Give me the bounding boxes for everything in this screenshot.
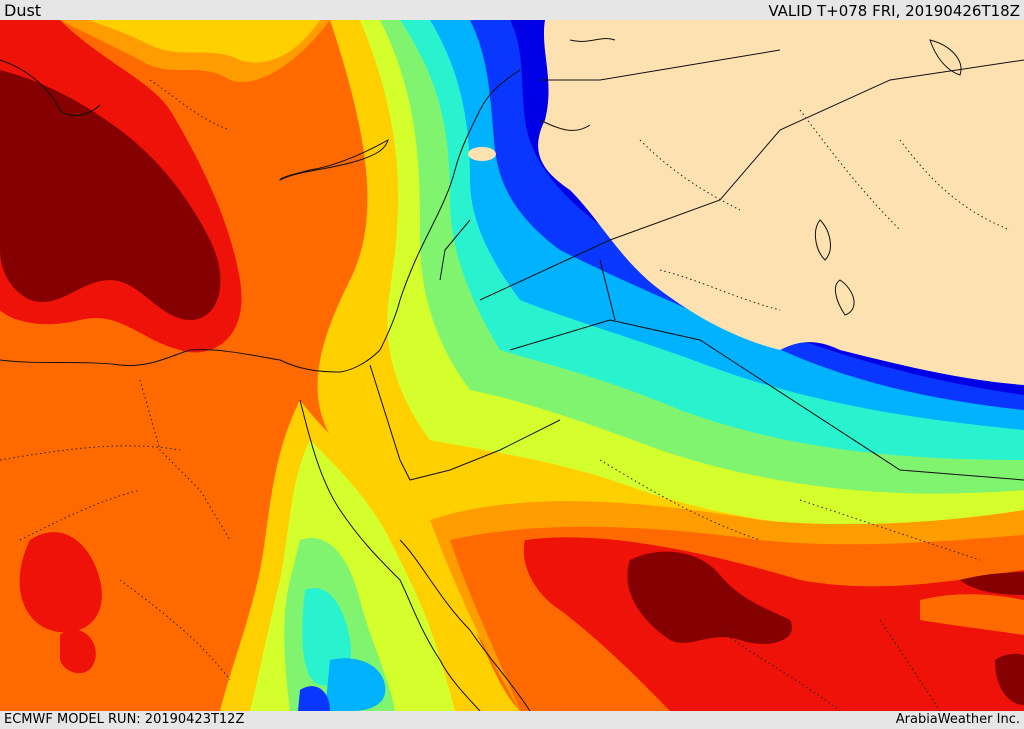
band-moderate-north <box>90 20 320 63</box>
spot-higher-east <box>920 594 1024 635</box>
region-no-dust <box>538 20 1024 385</box>
dust-concentration-field <box>0 20 1024 711</box>
spot-extreme-east <box>960 572 1024 595</box>
footer-bar <box>0 711 1024 729</box>
valid-time-label: VALID T+078 FRI, 20190426T18Z <box>768 2 1020 20</box>
region-no-dust-spot <box>468 147 496 161</box>
model-run-label: ECMWF MODEL RUN: 20190423T12Z <box>4 712 245 727</box>
band-low-south <box>325 658 386 711</box>
credit-label: ArabiaWeather Inc. <box>895 712 1020 727</box>
band-extreme-arabia <box>627 551 792 644</box>
header-bar <box>0 0 1024 20</box>
coastlines <box>0 38 962 711</box>
variable-title: Dust <box>4 1 42 20</box>
spot-extreme-se <box>995 653 1024 705</box>
spot-very-high-sw <box>60 629 96 674</box>
dust-map <box>0 20 1024 711</box>
spot-very-high-west <box>19 532 102 633</box>
band-extreme-west <box>0 70 221 320</box>
province-boundaries <box>0 79 1011 711</box>
band-very-low-south <box>298 686 330 711</box>
country-borders <box>369 49 1024 481</box>
